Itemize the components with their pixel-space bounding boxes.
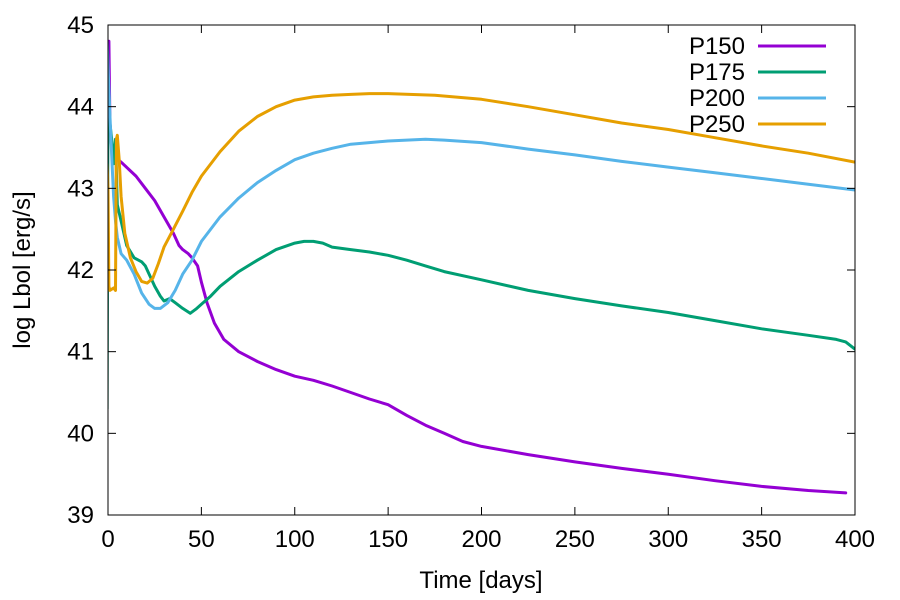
y-tick-label: 43 [67, 175, 94, 202]
y-tick-label: 42 [67, 257, 94, 284]
series-line-p150 [108, 39, 848, 495]
x-tick-label: 250 [555, 526, 595, 553]
series-line-p175 [108, 80, 855, 410]
y-tick-label: 45 [67, 12, 94, 39]
x-tick-label: 0 [101, 526, 114, 553]
series-line-p250 [108, 92, 855, 292]
x-tick-label: 50 [188, 526, 215, 553]
x-axis-label: Time [days] [419, 567, 542, 594]
legend-label-p250: P250 [689, 111, 745, 138]
series-line-p200 [108, 40, 855, 310]
axes-layer: 0 50 100 150 200 250 300 350 400 39 40 41 42 43 44 45 [67, 12, 875, 553]
y-tick-label: 44 [67, 94, 94, 121]
x-tick-label: 300 [648, 526, 688, 553]
series-layer [108, 39, 855, 495]
x-tick-label: 100 [275, 526, 315, 553]
y-tick-label: 39 [67, 502, 94, 529]
legend-label-p175: P175 [689, 59, 745, 86]
y-axis-label: log Lbol [erg/s] [9, 191, 36, 348]
legend-label-p200: P200 [689, 85, 745, 112]
y-tick-label: 40 [67, 420, 94, 447]
x-tick-label: 350 [742, 526, 782, 553]
legend-label-p150: P150 [689, 33, 745, 60]
x-tick-label: 150 [368, 526, 408, 553]
x-tick-label: 200 [461, 526, 501, 553]
x-tick-label: 400 [835, 526, 875, 553]
y-tick-label: 41 [67, 339, 94, 366]
